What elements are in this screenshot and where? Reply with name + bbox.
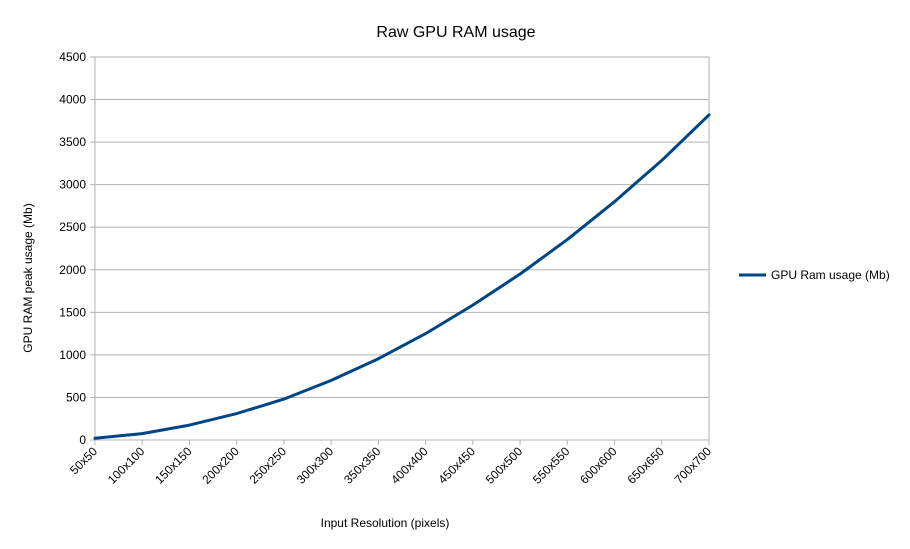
plot-frame [94, 56, 710, 441]
x-tick-label: 550x550 [530, 444, 573, 487]
y-tick-label: 1000 [59, 348, 86, 362]
legend-label: GPU Ram usage (Mb) [771, 268, 890, 282]
x-tick-label: 250x250 [247, 444, 290, 487]
series-line [93, 113, 711, 440]
x-tick-label: 700x700 [672, 444, 715, 487]
grid [95, 56, 709, 441]
x-tick-label: 450x450 [436, 444, 479, 487]
x-tick-label: 650x650 [624, 444, 667, 487]
y-tick-label: 4500 [59, 50, 86, 64]
y-tick-label: 0 [79, 433, 86, 447]
x-tick-label: 500x500 [483, 444, 526, 487]
x-axis-ticks: 50x50 100x100 150x150 200x200 250x250 300x300… [67, 440, 714, 487]
x-tick-label: 150x150 [152, 444, 195, 487]
x-tick-label: 600x600 [577, 444, 620, 487]
x-axis-label: Input Resolution (pixels) [321, 516, 450, 530]
y-tick-label: 3000 [59, 178, 86, 192]
x-tick-label: 300x300 [294, 444, 337, 487]
y-tick-label: 3500 [59, 135, 86, 149]
y-tick-label: 4000 [59, 93, 86, 107]
series-lines [93, 113, 711, 440]
y-tick-label: 500 [66, 390, 86, 404]
y-axis-label: GPU RAM peak usage (Mb) [21, 203, 35, 352]
x-tick-label: 200x200 [199, 444, 242, 487]
x-tick-label: 50x50 [67, 444, 100, 477]
legend: GPU Ram usage (Mb) [739, 268, 890, 282]
chart-title: Raw GPU RAM usage [376, 24, 535, 41]
x-tick-label: 400x400 [388, 444, 431, 487]
y-tick-label: 2500 [59, 220, 86, 234]
y-tick-label: 1500 [59, 305, 86, 319]
y-axis-ticks: 0 500 1000 1500 2000 2500 3000 3500 4000 4500 [59, 50, 95, 447]
y-tick-label: 2000 [59, 263, 86, 277]
x-tick-label: 350x350 [341, 444, 384, 487]
x-tick-label: 100x100 [105, 444, 148, 487]
